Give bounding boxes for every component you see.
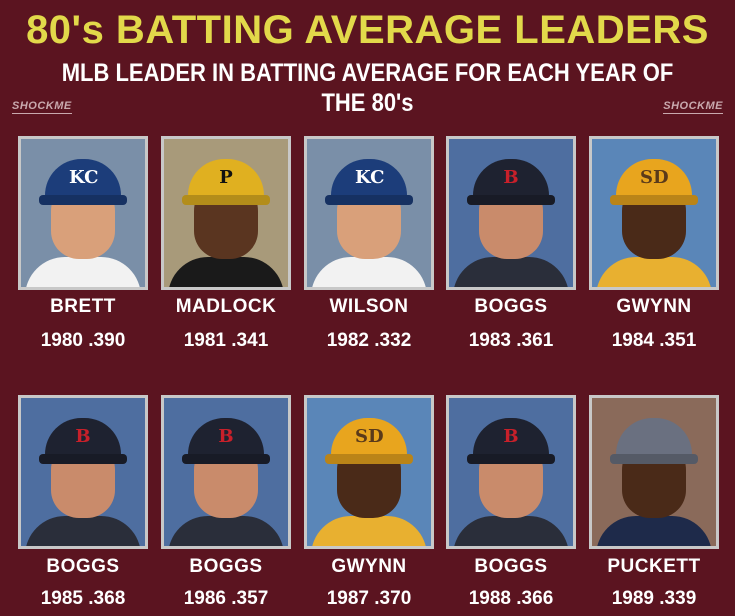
player-name: BOGGS xyxy=(189,556,263,577)
player-year-average: 1982 .332 xyxy=(326,330,412,351)
player-photo xyxy=(589,395,719,549)
player-year-average: 1981 .341 xyxy=(183,330,269,351)
player-year-average: 1987 .370 xyxy=(326,588,412,609)
team-logo: B xyxy=(503,167,519,188)
player-year-average: 1986 .357 xyxy=(183,588,269,609)
player-photo: B xyxy=(446,136,576,290)
team-logo: SD xyxy=(355,426,384,447)
player-year-average: 1980 .390 xyxy=(40,330,126,351)
player-year-average: 1989 .339 xyxy=(611,588,697,609)
player-name: PUCKETT xyxy=(607,556,701,577)
player-photo: P xyxy=(161,136,291,290)
player-name: MADLOCK xyxy=(175,296,277,317)
player-name: BOGGS xyxy=(474,296,548,317)
team-logo: KC xyxy=(355,167,385,188)
page-title: 80's BATTING AVERAGE LEADERS xyxy=(26,8,709,52)
player-name: WILSON xyxy=(329,296,409,317)
player-year-average: 1988 .366 xyxy=(468,588,554,609)
page-subtitle: MLB LEADER IN BATTING AVERAGE FOR EACH Y… xyxy=(61,59,674,117)
player-name: GWYNN xyxy=(616,296,692,317)
player-year-average: 1983 .361 xyxy=(468,330,554,351)
player-name: BOGGS xyxy=(474,556,548,577)
player-photo: B xyxy=(18,395,148,549)
team-logo: B xyxy=(503,426,519,447)
watermark-right: SHOCKME xyxy=(663,100,723,114)
player-photo: SD xyxy=(589,136,719,290)
player-photo: SD xyxy=(304,395,434,549)
player-year-average: 1984 .351 xyxy=(611,330,697,351)
player-photo: B xyxy=(446,395,576,549)
team-logo: SD xyxy=(640,167,669,188)
player-photo: B xyxy=(161,395,291,549)
player-name: BOGGS xyxy=(46,556,120,577)
team-logo: B xyxy=(218,426,234,447)
player-name: GWYNN xyxy=(331,556,407,577)
watermark-left: SHOCKME xyxy=(12,100,72,114)
team-logo: KC xyxy=(69,167,99,188)
team-logo: P xyxy=(219,167,233,188)
team-logo: B xyxy=(75,426,91,447)
player-name: BRETT xyxy=(50,296,116,317)
player-year-average: 1985 .368 xyxy=(40,588,126,609)
player-photo: KC xyxy=(304,136,434,290)
player-photo: KC xyxy=(18,136,148,290)
